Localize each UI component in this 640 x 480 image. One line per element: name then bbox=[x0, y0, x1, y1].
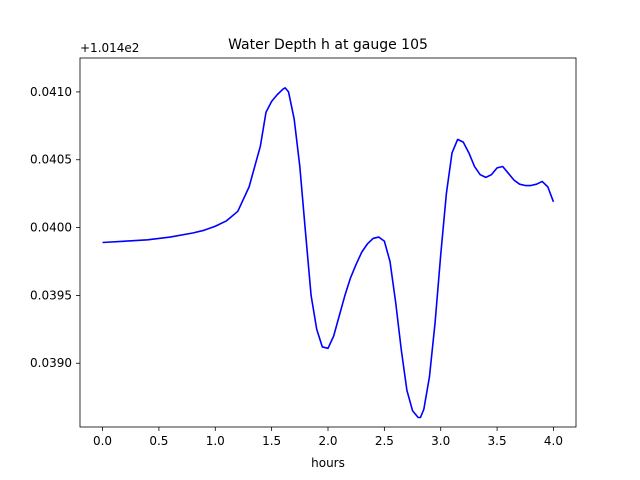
x-tick-label: 3.0 bbox=[431, 434, 450, 448]
x-axis-label: hours bbox=[311, 456, 345, 470]
y-tick-label: 0.0400 bbox=[30, 221, 72, 235]
y-tick-label: 0.0395 bbox=[30, 288, 72, 302]
x-tick-label: 3.5 bbox=[488, 434, 507, 448]
x-tick-label: 2.5 bbox=[375, 434, 394, 448]
x-tick-label: 1.5 bbox=[262, 434, 281, 448]
x-tick-label: 0.5 bbox=[149, 434, 168, 448]
chart-title: Water Depth h at gauge 105 bbox=[228, 37, 428, 53]
x-tick-label: 0.0 bbox=[93, 434, 112, 448]
x-tick-label: 4.0 bbox=[544, 434, 563, 448]
plot-area: 0.0 0.5 1.0 1.5 2.0 2.5 3.0 3.5 4.0 0.0390 0.0395 0… bbox=[30, 57, 577, 448]
y-offset-label: +1.014e2 bbox=[80, 41, 139, 55]
y-tick-label: 0.0390 bbox=[30, 356, 72, 370]
x-tick-label: 1.0 bbox=[206, 434, 225, 448]
y-tick-label: 0.0405 bbox=[30, 153, 72, 167]
series-line-0 bbox=[102, 87, 555, 419]
y-tick-label: 0.0410 bbox=[30, 85, 72, 99]
x-tick-label: 2.0 bbox=[318, 434, 337, 448]
